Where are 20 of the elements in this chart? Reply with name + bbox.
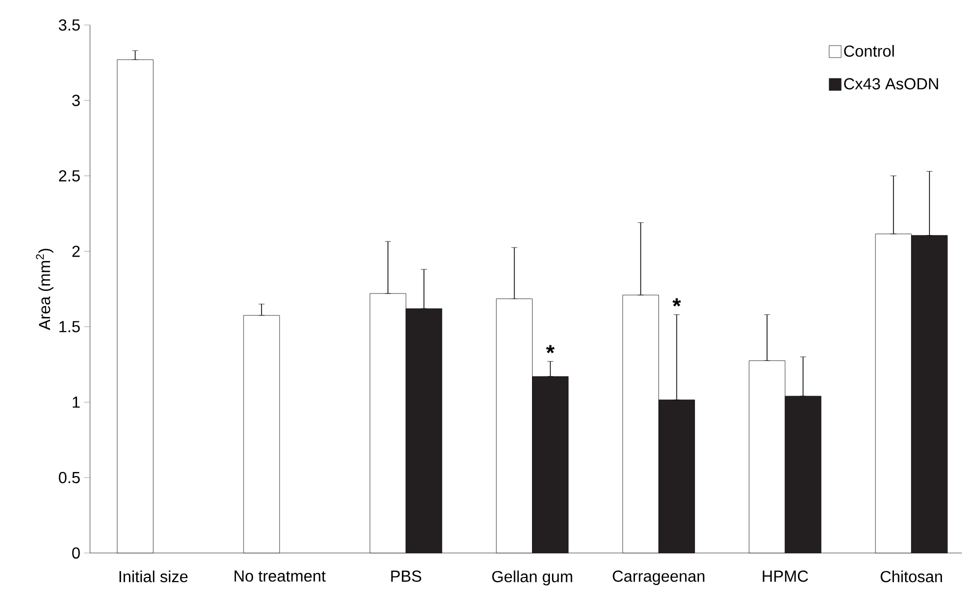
x-tick-label: No treatment [234, 570, 326, 582]
x-tick-label: Initial size [120, 570, 188, 582]
x-tick-label: Gellan gum [492, 570, 572, 586]
y-tick-label: 2 [72, 246, 80, 257]
y-tick-label: 1.5 [59, 321, 80, 332]
legend-label: Control [844, 45, 894, 57]
annotation: * [672, 298, 681, 306]
x-tick-label: HPMC [762, 570, 808, 582]
x-tick-label: PBS [391, 570, 422, 582]
x-tick-label: Carrageenan [612, 570, 704, 586]
y-tick-label: 2.5 [59, 170, 80, 182]
y-tick-label: 1 [72, 396, 80, 408]
y-axis-title: Area (mm$^{2}$) [36, 248, 54, 330]
y-tick-label: 3 [72, 94, 80, 106]
y-tick-label: 0.5 [58, 472, 80, 484]
x-tick-label: Chitosan [880, 570, 942, 582]
y-tick-label: 3.5 [58, 19, 80, 31]
annotation: * [546, 345, 555, 354]
legend-label: Cx43 AsODN [844, 78, 938, 90]
y-tick-label: 0 [72, 547, 80, 559]
